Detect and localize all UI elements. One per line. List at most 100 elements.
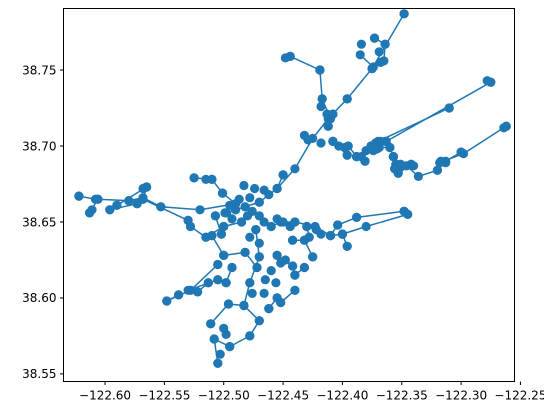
data-point bbox=[362, 222, 371, 231]
data-point bbox=[224, 299, 233, 308]
data-point bbox=[316, 102, 325, 111]
data-point bbox=[112, 201, 121, 210]
data-point bbox=[222, 278, 231, 287]
data-point bbox=[445, 103, 454, 112]
data-point bbox=[343, 94, 352, 103]
data-point bbox=[276, 298, 285, 307]
data-point bbox=[222, 330, 231, 339]
data-point bbox=[267, 266, 276, 275]
data-point bbox=[300, 236, 309, 245]
data-point bbox=[227, 263, 236, 272]
data-point bbox=[255, 316, 264, 325]
data-point bbox=[343, 151, 352, 160]
data-point bbox=[93, 195, 102, 204]
x-tick-label: −122.45 bbox=[257, 389, 309, 403]
data-point bbox=[375, 47, 384, 56]
data-point bbox=[352, 213, 361, 222]
x-tick-label: −122.35 bbox=[376, 389, 428, 403]
x-tick-label: −122.50 bbox=[198, 389, 250, 403]
data-point bbox=[239, 301, 248, 310]
y-tick-label: 38.55 bbox=[22, 367, 56, 381]
data-point bbox=[255, 198, 264, 207]
data-point bbox=[360, 157, 369, 166]
data-point bbox=[245, 233, 254, 242]
data-point bbox=[400, 207, 409, 216]
data-point bbox=[324, 122, 333, 131]
data-point bbox=[288, 261, 297, 270]
x-tick-label: −122.40 bbox=[316, 389, 368, 403]
data-point bbox=[302, 222, 311, 231]
data-point bbox=[385, 143, 394, 152]
data-point bbox=[343, 242, 352, 251]
y-tick-label: 38.60 bbox=[22, 291, 56, 305]
data-point bbox=[235, 195, 244, 204]
data-point bbox=[288, 236, 297, 245]
data-point bbox=[252, 263, 261, 272]
y-tick-label: 38.75 bbox=[22, 63, 56, 77]
data-point bbox=[251, 225, 260, 234]
data-point bbox=[483, 76, 492, 85]
data-point bbox=[390, 164, 399, 173]
data-point bbox=[260, 289, 269, 298]
data-point bbox=[261, 275, 270, 284]
data-point bbox=[227, 214, 236, 223]
data-point bbox=[219, 251, 228, 260]
data-point bbox=[290, 271, 299, 280]
data-point bbox=[216, 350, 225, 359]
data-point bbox=[357, 40, 366, 49]
data-point bbox=[281, 255, 290, 264]
data-point bbox=[308, 252, 317, 261]
x-tick-label: −122.30 bbox=[435, 389, 487, 403]
data-point bbox=[264, 304, 273, 313]
data-point bbox=[241, 248, 250, 257]
data-point bbox=[190, 173, 199, 182]
data-point bbox=[368, 64, 377, 73]
data-point bbox=[457, 148, 466, 157]
data-point bbox=[303, 135, 312, 144]
data-point bbox=[213, 260, 222, 269]
x-tick-label: −122.60 bbox=[79, 389, 131, 403]
data-point bbox=[441, 158, 450, 167]
data-point bbox=[433, 166, 442, 175]
data-point bbox=[210, 334, 219, 343]
data-point bbox=[372, 144, 381, 153]
data-point bbox=[409, 161, 418, 170]
data-point bbox=[204, 278, 213, 287]
data-point bbox=[255, 239, 264, 248]
data-point bbox=[414, 172, 423, 181]
x-tick-label: −122.25 bbox=[494, 389, 544, 403]
data-point bbox=[316, 138, 325, 147]
data-point bbox=[300, 263, 309, 272]
data-point bbox=[195, 205, 204, 214]
data-point bbox=[213, 275, 222, 284]
y-tick-label: 38.65 bbox=[22, 215, 56, 229]
data-point bbox=[207, 231, 216, 240]
data-point bbox=[220, 208, 229, 217]
data-point bbox=[174, 290, 183, 299]
data-point bbox=[290, 286, 299, 295]
data-point bbox=[328, 110, 337, 119]
data-point bbox=[326, 231, 335, 240]
data-point bbox=[267, 222, 276, 231]
data-point bbox=[381, 40, 390, 49]
data-point bbox=[271, 278, 280, 287]
data-point bbox=[218, 189, 227, 198]
data-point bbox=[87, 205, 96, 214]
data-point bbox=[290, 217, 299, 226]
data-point bbox=[248, 289, 257, 298]
data-point bbox=[211, 211, 220, 220]
data-point bbox=[138, 184, 147, 193]
data-point bbox=[124, 196, 133, 205]
data-point bbox=[245, 193, 254, 202]
data-point bbox=[162, 296, 171, 305]
data-point bbox=[213, 359, 222, 368]
data-point bbox=[315, 65, 324, 74]
data-point bbox=[400, 9, 409, 18]
data-point bbox=[133, 199, 142, 208]
y-tick-label: 38.70 bbox=[22, 139, 56, 153]
x-tick-label: −122.55 bbox=[138, 389, 190, 403]
data-point bbox=[281, 53, 290, 62]
data-point bbox=[156, 202, 165, 211]
